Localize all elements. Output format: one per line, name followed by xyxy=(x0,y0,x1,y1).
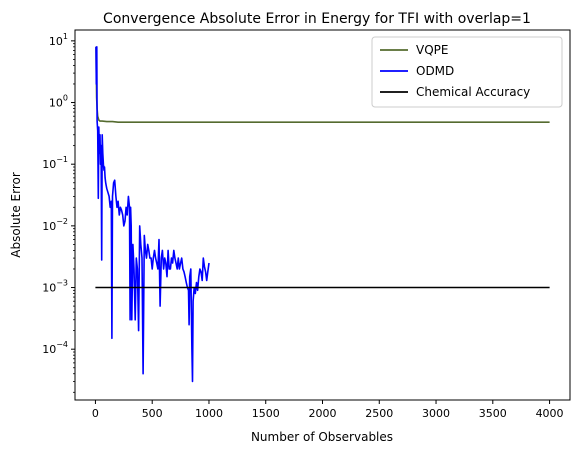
y-tick-label: 10−4 xyxy=(42,340,68,356)
chart-title: Convergence Absolute Error in Energy for… xyxy=(103,11,531,27)
x-axis-label: Number of Observables xyxy=(251,430,393,444)
y-tick-label: 10−1 xyxy=(42,155,68,171)
legend-label: Chemical Accuracy xyxy=(416,85,530,99)
y-axis-label: Absolute Error xyxy=(9,172,23,258)
series-layer xyxy=(95,45,550,383)
x-tick-label: 1000 xyxy=(195,407,223,420)
x-tick-label: 3500 xyxy=(479,407,507,420)
y-tick-label: 100 xyxy=(49,94,68,110)
y-axis: 10−4 10−3 10−2 10−1 100 101 xyxy=(42,32,75,393)
series-line-1 xyxy=(95,45,210,383)
legend-label: VQPE xyxy=(416,43,448,57)
x-tick-label: 3000 xyxy=(422,407,450,420)
x-tick-label: 2000 xyxy=(309,407,337,420)
legend-frame xyxy=(371,36,563,108)
x-tick-label: 0 xyxy=(92,407,99,420)
x-axis: 0 500 1000 1500 2000 2500 3000 3500 4000 xyxy=(92,400,564,420)
x-tick-label: 500 xyxy=(142,407,163,420)
y-tick-label: 10−3 xyxy=(42,279,68,295)
x-tick-label: 4000 xyxy=(536,407,564,420)
legend-label: ODMD xyxy=(416,64,454,78)
y-tick-label: 10−2 xyxy=(42,217,68,233)
x-tick-label: 2500 xyxy=(365,407,393,420)
legend: VQPE ODMD Chemical Accuracy xyxy=(371,36,563,108)
y-tick-label: 101 xyxy=(49,32,68,48)
x-tick-label: 1500 xyxy=(252,407,280,420)
